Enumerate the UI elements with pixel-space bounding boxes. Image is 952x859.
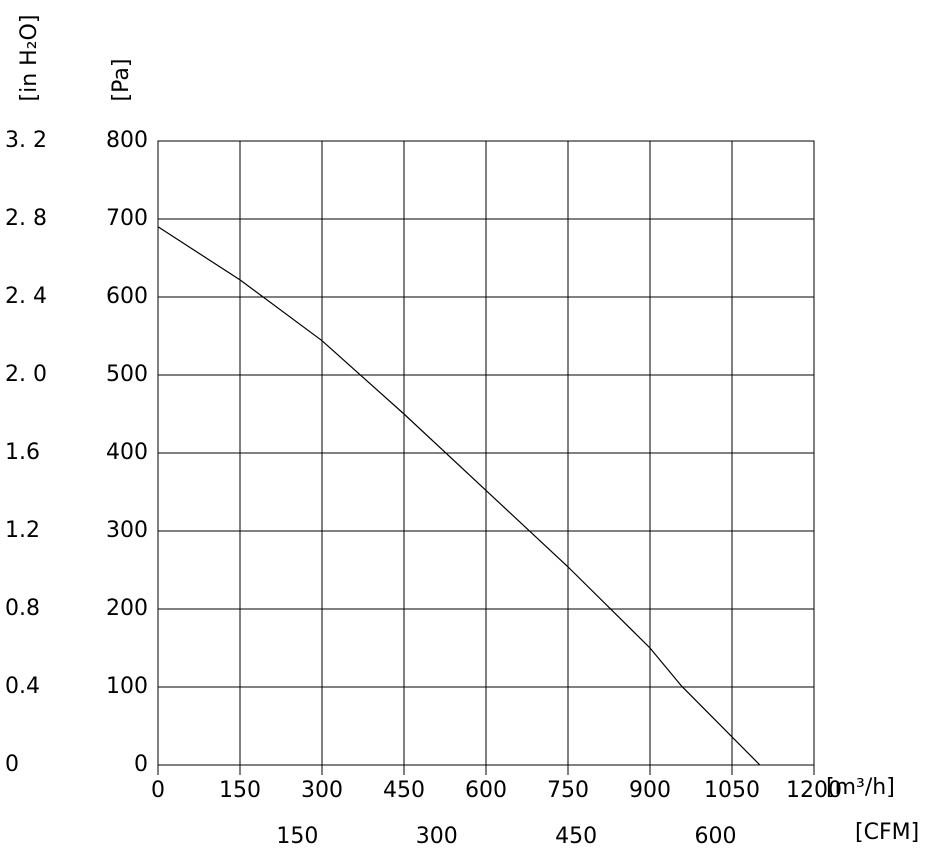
y2-tick-label: 1.2 <box>5 518 40 543</box>
x2-tick-label: 600 <box>695 824 737 849</box>
y2-tick-label: 3. 2 <box>5 128 47 153</box>
y2-tick-label: 0 <box>5 752 19 777</box>
y2-tick-label: 0.4 <box>5 674 40 699</box>
x-tick-label: 0 <box>151 778 165 803</box>
x-tick-label: 150 <box>219 778 261 803</box>
y-tick-label: 700 <box>106 206 148 231</box>
curve <box>157 226 761 766</box>
y-tick-label: 100 <box>106 674 148 699</box>
y-tick-label: 600 <box>106 284 148 309</box>
x-axis-title: [m³/h] <box>826 775 895 800</box>
x-tick-label: 600 <box>465 778 507 803</box>
plot-frame <box>157 140 815 766</box>
x-tick-label: 1050 <box>704 778 760 803</box>
y-tick-label: 0 <box>134 752 148 777</box>
x2-tick-label: 150 <box>276 824 318 849</box>
y-tick-label: 500 <box>106 362 148 387</box>
x-tick-label: 450 <box>383 778 425 803</box>
y2-tick-label: 2. 4 <box>5 284 47 309</box>
y-tick-label: 200 <box>106 596 148 621</box>
y-tick-label: 300 <box>106 518 148 543</box>
x-tick-label: 1200 <box>786 778 842 803</box>
y2-axis-title: [in H₂O] <box>17 15 42 102</box>
y2-tick-label: 0.8 <box>5 596 40 621</box>
y-tick-label: 400 <box>106 440 148 465</box>
y2-tick-label: 1.6 <box>5 440 40 465</box>
x2-axis-title: [CFM] <box>855 820 919 845</box>
x-tick-label: 900 <box>629 778 671 803</box>
x-tick-label: 750 <box>547 778 589 803</box>
y-tick-label: 800 <box>106 128 148 153</box>
x2-tick-label: 450 <box>555 824 597 849</box>
y2-tick-label: 2. 0 <box>5 362 47 387</box>
y2-tick-label: 2. 8 <box>5 206 47 231</box>
x2-tick-label: 300 <box>416 824 458 849</box>
y-axis-title: [Pa] <box>109 59 134 102</box>
x-tick-label: 300 <box>301 778 343 803</box>
